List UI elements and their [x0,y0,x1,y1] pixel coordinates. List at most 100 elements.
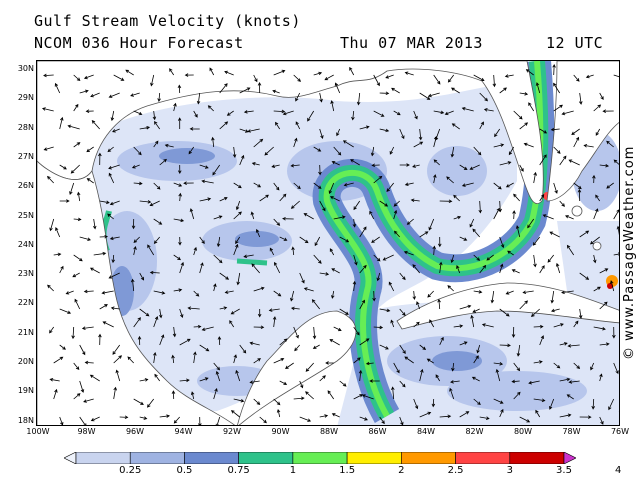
current-arrow [599,301,608,310]
current-arrow [553,82,561,94]
current-arrow [272,316,277,328]
current-arrow [107,213,114,220]
current-arrow [391,87,400,94]
current-arrow [153,218,163,225]
current-arrow [303,287,314,292]
current-arrow [233,354,237,364]
current-arrow [399,380,406,388]
current-arrow [149,270,160,275]
current-arrow [589,236,600,245]
current-arrow [213,215,223,220]
current-arrow [493,398,504,404]
current-arrow [184,73,194,77]
current-arrow [519,164,524,172]
current-arrow [459,341,468,346]
current-arrow [294,344,301,352]
current-arrow [579,230,590,238]
current-arrow [83,398,94,403]
current-arrow [86,178,94,184]
current-arrow [339,236,350,243]
current-arrow [79,236,91,241]
current-arrow [139,378,149,382]
current-arrow [539,265,545,274]
current-arrow [608,398,615,411]
current-arrow [235,369,241,382]
current-arrow [592,254,597,264]
current-arrow [499,161,512,166]
current-arrow [217,336,222,346]
current-arrow [461,107,474,112]
current-arrow [273,109,286,114]
current-arrow [157,92,161,103]
current-arrow [612,326,616,339]
current-arrow [139,272,145,281]
current-arrow [573,362,581,369]
current-arrow [593,208,599,220]
current-arrow [199,344,210,352]
current-arrow [199,197,212,202]
current-arrow [412,164,420,168]
current-arrow [109,236,120,241]
current-arrow [79,416,87,425]
velocity-map[interactable] [36,60,620,426]
current-arrow [73,103,79,112]
current-arrow [472,308,480,313]
current-arrow [513,362,521,372]
current-arrow [399,308,406,316]
current-arrow [579,415,592,419]
current-arrow [299,272,305,284]
current-arrow [133,181,143,186]
current-arrow [365,361,374,366]
current-arrow [592,174,596,184]
current-arrow [79,89,89,94]
current-arrow [325,361,334,365]
current-arrow [428,218,435,231]
current-arrow [59,199,70,203]
current-arrow [295,92,301,102]
current-arrow [513,193,520,202]
current-arrow [399,128,405,140]
current-arrow [447,285,454,292]
current-arrow [110,306,120,311]
lon-label: 88W [319,427,339,436]
current-arrow [53,388,58,400]
lat-label: 26N [17,181,34,191]
current-arrow [369,379,380,383]
current-arrow [327,390,335,400]
current-arrow [505,182,514,188]
current-arrow [435,374,441,382]
current-arrow [495,368,501,382]
current-arrow [549,398,555,410]
current-arrow [196,92,201,105]
current-arrow [253,138,264,148]
current-arrow [224,70,234,76]
current-arrow [547,254,555,263]
current-arrow [149,200,160,207]
current-arrow [595,194,601,202]
current-arrow [273,358,285,364]
current-arrow [69,182,75,195]
current-arrow [579,272,590,280]
current-arrow [533,324,544,329]
current-arrow [451,123,460,130]
current-arrow [43,146,54,151]
current-arrow [272,89,280,94]
current-arrow [519,300,528,310]
current-arrow [313,71,323,76]
current-arrow [293,137,298,148]
current-arrow [233,182,242,189]
current-arrow [273,398,281,406]
current-arrow [201,179,214,184]
current-arrow [473,254,481,261]
current-arrow [471,376,480,382]
current-arrow [224,290,234,294]
current-arrow [41,107,54,112]
current-arrow [359,264,367,274]
current-arrow [473,146,482,156]
current-arrow [279,338,288,346]
current-arrow [595,128,601,136]
lat-label: 23N [17,269,34,279]
current-arrow [199,236,205,244]
current-arrow [331,161,340,166]
current-arrow [211,136,215,148]
